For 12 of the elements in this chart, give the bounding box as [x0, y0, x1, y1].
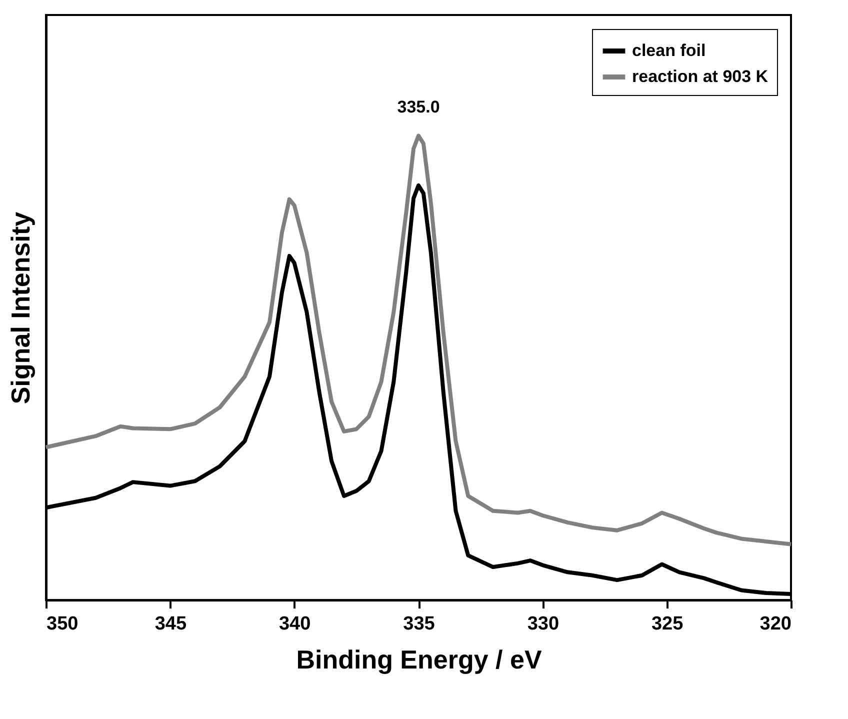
y-axis-title: Signal Intensity: [6, 211, 36, 404]
x-tick-label: 350: [46, 614, 78, 634]
x-tick-label: 325: [651, 614, 684, 634]
x-tick-label: 345: [154, 614, 187, 634]
x-tick-label: 340: [278, 614, 311, 634]
legend-label: reaction at 903 K: [632, 67, 769, 86]
x-axis-title: Binding Energy / eV: [296, 644, 542, 674]
legend-label: clean foil: [632, 41, 706, 60]
annotation: 335.0: [397, 98, 440, 117]
x-tick-label: 335: [403, 614, 436, 634]
x-tick-label: 320: [760, 614, 792, 634]
x-tick-label: 330: [527, 614, 560, 634]
